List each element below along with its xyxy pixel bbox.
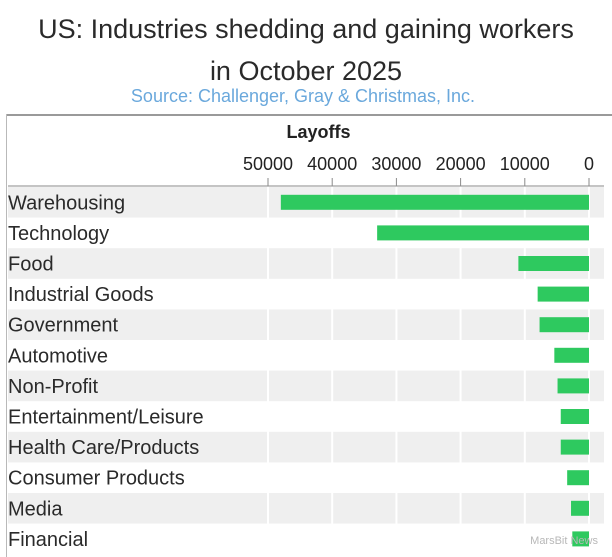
header-divider bbox=[6, 114, 612, 116]
x-tick-label: 10000 bbox=[500, 154, 550, 174]
category-label: Government bbox=[8, 315, 118, 337]
row-band bbox=[8, 309, 604, 340]
category-label: Technology bbox=[8, 223, 109, 245]
x-tick-label: 0 bbox=[584, 154, 594, 174]
bar bbox=[539, 317, 589, 333]
category-label: Food bbox=[8, 254, 54, 276]
bar bbox=[567, 470, 589, 486]
watermark: MarsBit News bbox=[530, 535, 598, 547]
bar bbox=[537, 286, 589, 302]
row-band bbox=[8, 493, 604, 524]
title-line-2: in October 2025 bbox=[209, 56, 403, 86]
category-label: Financial bbox=[8, 529, 88, 551]
bar bbox=[560, 409, 589, 424]
category-label: Non-Profit bbox=[8, 376, 98, 398]
category-label: Entertainment/Leisure bbox=[8, 407, 204, 429]
source-note: Source: Challenger, Gray & Christmas, In… bbox=[130, 86, 476, 106]
title-line-1: US: Industries shedding and gaining work… bbox=[38, 14, 574, 44]
x-axis-label: Layoffs bbox=[286, 122, 350, 142]
x-tick-label: 20000 bbox=[436, 154, 486, 174]
x-tick-label: 50000 bbox=[243, 154, 293, 174]
row-band bbox=[8, 370, 604, 402]
x-tick-label: 40000 bbox=[307, 154, 357, 174]
category-label: Health Care/Products bbox=[8, 437, 199, 459]
category-label: Warehousing bbox=[8, 192, 125, 214]
category-label: Industrial Goods bbox=[8, 284, 154, 306]
chart-title: US: Industries shedding and gaining work… bbox=[0, 8, 612, 92]
x-tick-label: 30000 bbox=[371, 154, 421, 174]
bar bbox=[518, 256, 589, 271]
bar bbox=[280, 194, 589, 210]
bar bbox=[572, 531, 589, 547]
bar bbox=[560, 439, 589, 455]
category-label: Consumer Products bbox=[8, 468, 185, 490]
category-label: Media bbox=[8, 498, 63, 520]
bar bbox=[571, 500, 589, 516]
bar bbox=[377, 225, 589, 241]
chart-left-border bbox=[6, 114, 7, 557]
row-band bbox=[8, 431, 604, 463]
category-label: Automotive bbox=[8, 345, 108, 367]
bar bbox=[557, 378, 589, 394]
row-band bbox=[8, 248, 604, 279]
bar bbox=[554, 347, 589, 363]
